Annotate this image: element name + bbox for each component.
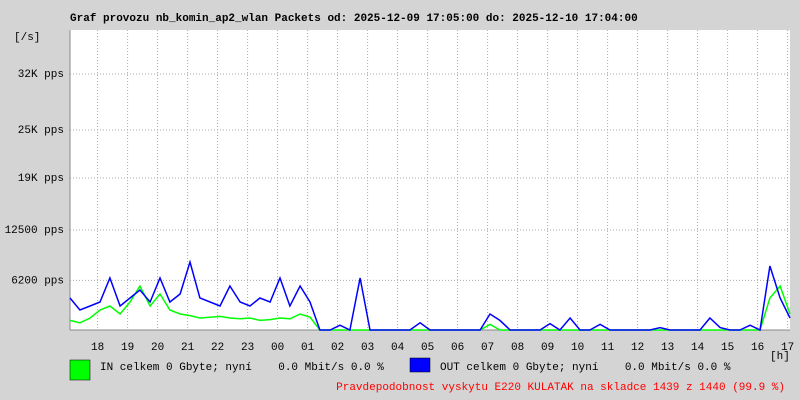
- x-tick-label: 09: [541, 342, 554, 354]
- x-tick-label: 20: [151, 342, 164, 354]
- x-tick-label: 16: [751, 342, 764, 354]
- y-unit: [/s]: [14, 32, 40, 44]
- x-unit: [h]: [770, 351, 790, 363]
- y-tick-label: 12500 pps: [5, 225, 64, 237]
- x-tick-label: 19: [121, 342, 134, 354]
- x-tick-label: 04: [391, 342, 405, 354]
- x-tick-label: 18: [91, 342, 104, 354]
- y-tick-label: 19K pps: [18, 173, 64, 185]
- legend-swatch: [409, 357, 431, 373]
- x-tick-label: 08: [511, 342, 524, 354]
- x-tick-label: 01: [301, 342, 315, 354]
- x-tick-label: 23: [241, 342, 254, 354]
- x-tick-label: 14: [691, 342, 705, 354]
- y-tick-label: 32K pps: [18, 69, 64, 81]
- x-tick-label: 07: [481, 342, 494, 354]
- x-tick-label: 02: [331, 342, 344, 354]
- legend-label: OUT celkem 0 Gbyte; nyní 0.0 Mbit/s 0.0 …: [440, 362, 731, 374]
- x-tick-label: 22: [211, 342, 224, 354]
- x-tick-label: 00: [271, 342, 284, 354]
- x-tick-label: 21: [181, 342, 195, 354]
- x-tick-label: 12: [631, 342, 644, 354]
- chart-title: Graf provozu nb_komin_ap2_wlan Packets o…: [70, 13, 638, 25]
- footer-note: Pravdepodobnost vyskytu E220 KULATAK na …: [336, 382, 785, 394]
- x-tick-label: 11: [601, 342, 615, 354]
- x-tick-label: 05: [421, 342, 434, 354]
- x-tick-label: 06: [451, 342, 464, 354]
- x-tick-label: 17: [781, 342, 794, 354]
- y-tick-label: 25K pps: [18, 125, 64, 137]
- legend-label: IN celkem 0 Gbyte; nyní 0.0 Mbit/s 0.0 %: [100, 362, 384, 374]
- series-line: [69, 259, 791, 332]
- x-tick-label: 15: [721, 342, 734, 354]
- legend-swatch: [69, 359, 91, 381]
- x-tick-label: 03: [361, 342, 374, 354]
- x-tick-label: 10: [571, 342, 584, 354]
- plot-area: [70, 30, 790, 330]
- x-tick-label: 13: [661, 342, 674, 354]
- y-tick-label: 6200 pps: [11, 275, 64, 287]
